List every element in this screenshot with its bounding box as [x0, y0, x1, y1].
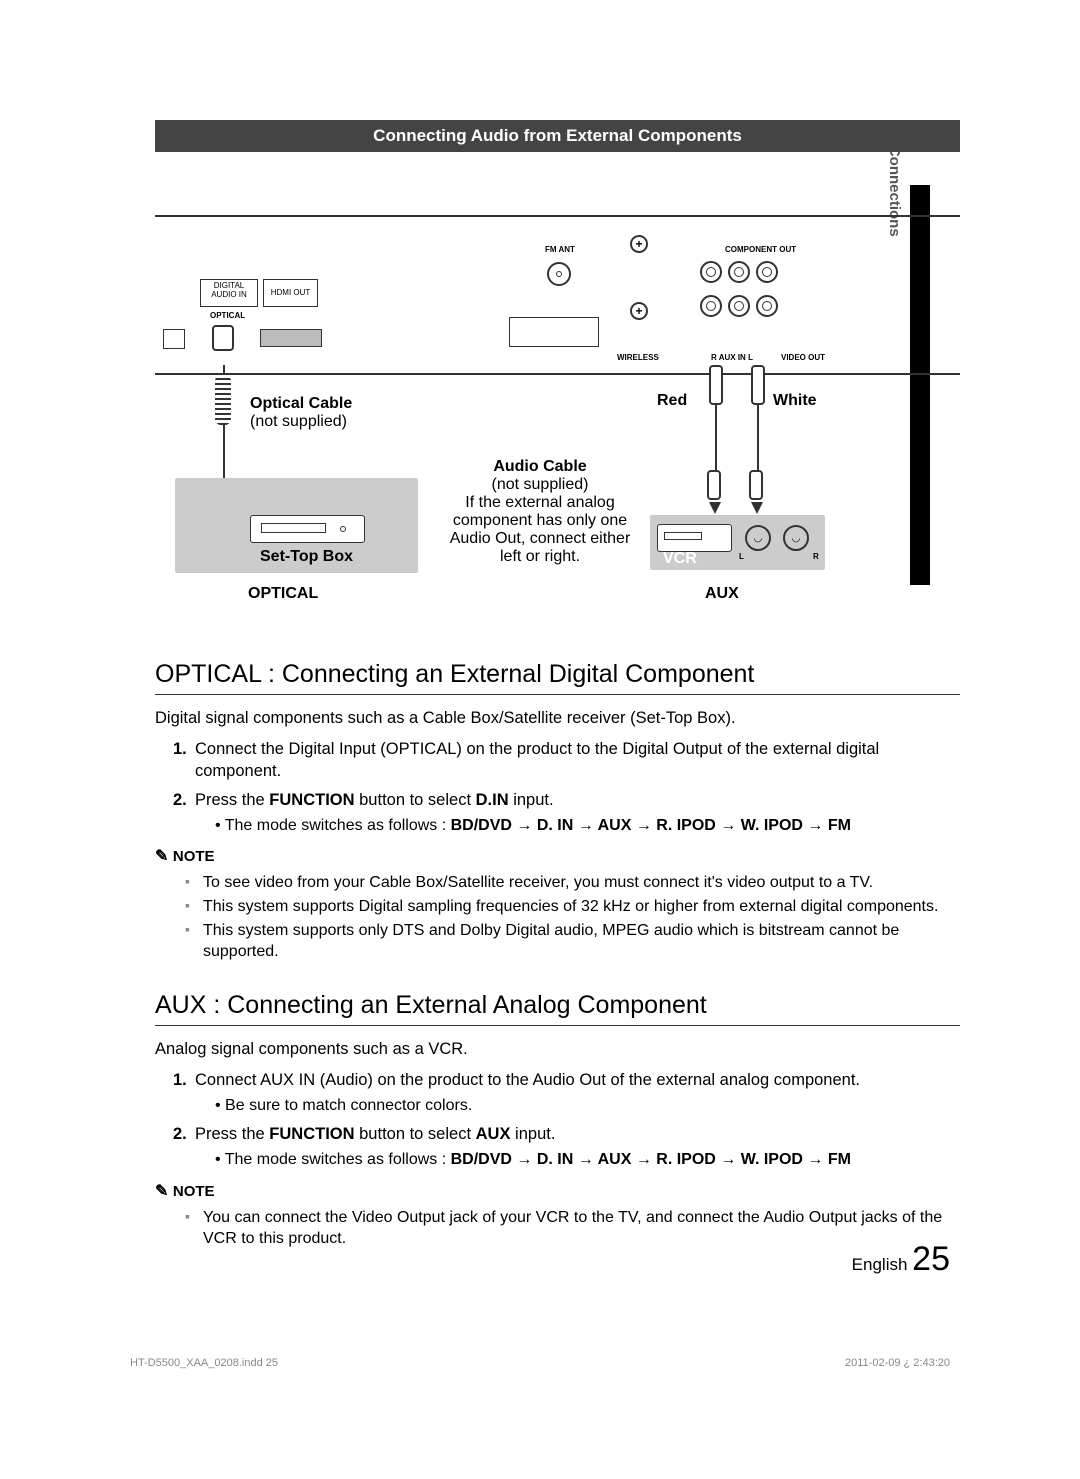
settop-label: Set-Top Box [260, 548, 353, 566]
label-aux-in: R AUX IN L [711, 353, 753, 362]
note-item: This system supports only DTS and Dolby … [185, 920, 960, 963]
label-component-out: COMPONENT OUT [725, 245, 796, 254]
wireless-module [509, 317, 599, 347]
step: 2.Press the FUNCTION button to select AU… [173, 1123, 960, 1171]
audio-cable-note: Audio Cable (not supplied) If the extern… [435, 458, 645, 566]
rca-plug-white-bot [749, 470, 763, 500]
label-video-out: VIDEO OUT [781, 353, 825, 362]
section2-steps: 1.Connect AUX IN (Audio) on the product … [173, 1069, 960, 1171]
section2-notes: You can connect the Video Output jack of… [185, 1207, 960, 1250]
section1-intro: Digital signal components such as a Cabl… [155, 707, 960, 730]
white-label: White [773, 392, 817, 410]
vcr-r: R [813, 552, 819, 561]
screw-icon: + [630, 235, 648, 253]
settop-icon [250, 515, 365, 543]
section1-steps: 1.Connect the Digital Input (OPTICAL) on… [173, 738, 960, 836]
optical-connector [215, 375, 231, 425]
hdmi-port [260, 329, 322, 347]
digital-audio-in-box: DIGITAL AUDIO IN [200, 279, 258, 307]
optical-heading: OPTICAL [248, 585, 318, 603]
note-heading: NOTE [155, 846, 960, 866]
screw-icon: + [630, 302, 648, 320]
step: 2.Press the FUNCTION button to select D.… [173, 789, 960, 837]
hdmi-out-box: HDMI OUT [263, 279, 318, 307]
section2-intro: Analog signal components such as a VCR. [155, 1038, 960, 1061]
mode-chain: • The mode switches as follows : BD/DVD … [215, 1149, 960, 1171]
note-item: To see video from your Cable Box/Satelli… [185, 872, 960, 894]
step: 1.Connect AUX IN (Audio) on the product … [173, 1069, 960, 1117]
note-heading: NOTE [155, 1181, 960, 1201]
component-out-jacks-row2 [700, 295, 778, 317]
mode-chain: • The mode switches as follows : BD/DVD … [215, 815, 960, 837]
rca-plug-red-bot [707, 470, 721, 500]
misc-port [163, 329, 185, 349]
step: 1.Connect the Digital Input (OPTICAL) on… [173, 738, 960, 783]
label-wireless: WIRELESS [617, 353, 659, 362]
section-header: Connecting Audio from External Component… [155, 120, 960, 152]
indd-path: HT-D5500_XAA_0208.indd 25 [130, 1357, 278, 1369]
print-datetime: 2011-02-09 ¿ 2:43:20 [845, 1357, 950, 1369]
section2-title: AUX : Connecting an External Analog Comp… [155, 991, 960, 1026]
page-footer: English 25 [852, 1240, 950, 1279]
section1-title: OPTICAL : Connecting an External Digital… [155, 660, 960, 695]
arrow-down-icon [751, 502, 763, 514]
note-item: You can connect the Video Output jack of… [185, 1207, 960, 1250]
aux-heading: AUX [705, 585, 739, 603]
sub-bullet: • Be sure to match connector colors. [215, 1095, 960, 1117]
vcr-icon [657, 524, 732, 552]
red-label: Red [657, 392, 687, 410]
back-panel: + + FM ANT COMPONENT OUT DIGITAL AUDIO I… [155, 215, 960, 375]
optical-cable-label: Optical Cable (not supplied) [250, 395, 352, 431]
rca-plug-red [709, 365, 723, 405]
arrow-down-icon [709, 502, 721, 514]
vcr-jack-r: ◡ [783, 525, 809, 551]
optical-port [212, 325, 234, 351]
fm-ant-port [547, 262, 571, 286]
print-footer: HT-D5500_XAA_0208.indd 25 2011-02-09 ¿ 2… [130, 1357, 950, 1369]
section1-notes: To see video from your Cable Box/Satelli… [185, 872, 960, 962]
vcr-label: VCR [663, 550, 697, 568]
component-out-jacks [700, 261, 778, 283]
rca-plug-white [751, 365, 765, 405]
note-item: This system supports Digital sampling fr… [185, 896, 960, 918]
vcr-l: L [739, 552, 744, 561]
connection-diagram: + + FM ANT COMPONENT OUT DIGITAL AUDIO I… [155, 170, 960, 650]
vcr-jack-l: ◡ [745, 525, 771, 551]
label-fm-ant: FM ANT [545, 245, 575, 254]
label-optical: OPTICAL [210, 311, 245, 320]
